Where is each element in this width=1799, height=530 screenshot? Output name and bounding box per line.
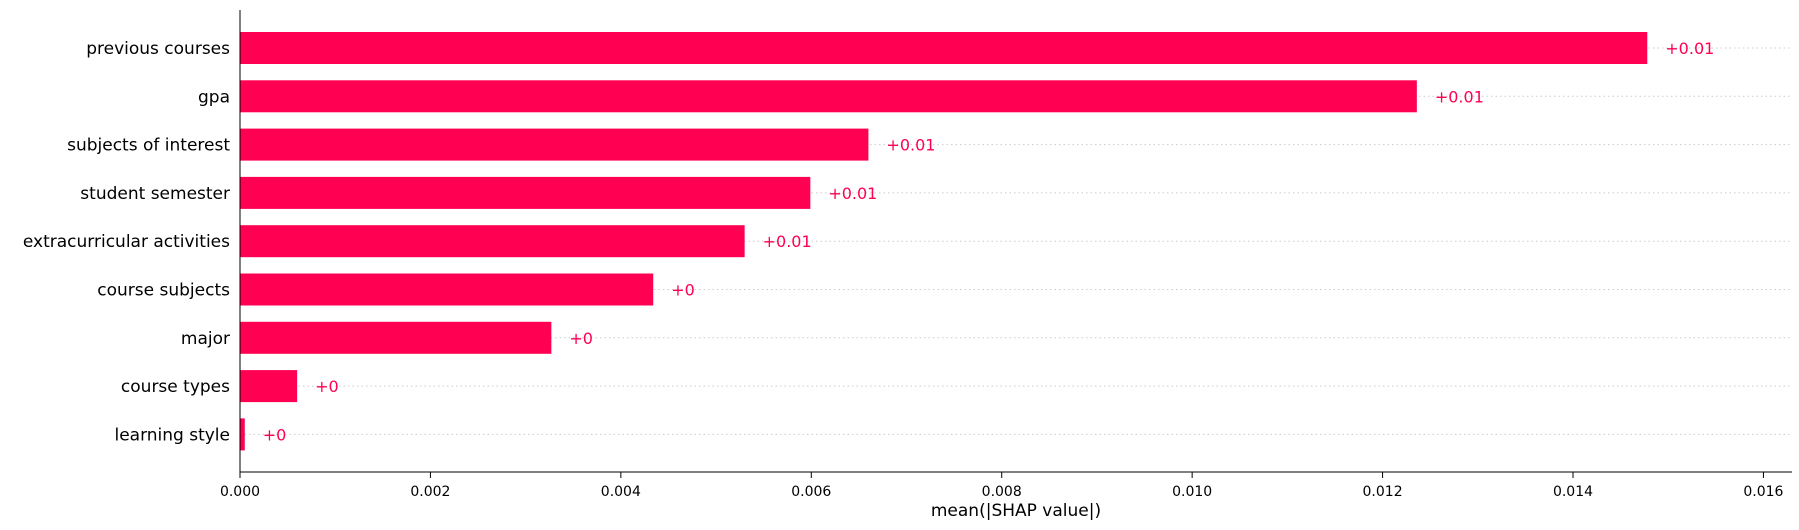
- bar-value-label: +0.01: [828, 184, 877, 203]
- bar: [240, 274, 653, 306]
- bar-value-label: +0.01: [886, 136, 935, 155]
- bar: [240, 129, 868, 161]
- category-label: learning style: [114, 425, 230, 445]
- bar-value-label: +0.01: [763, 232, 812, 251]
- x-tick-label: 0.004: [601, 484, 641, 500]
- category-labels: previous courses gpa subjects of interest s…: [23, 39, 230, 445]
- category-label: major: [181, 329, 230, 349]
- category-label: gpa: [198, 87, 230, 107]
- bar-value-label: +0.01: [1665, 39, 1714, 58]
- x-axis-ticks: 0.000 0.002 0.004 0.006 0.008 0.010 0.012 0.014…: [220, 472, 1784, 500]
- x-axis-title: mean(|SHAP value|): [931, 501, 1101, 521]
- bar: [240, 322, 551, 354]
- bar: [240, 370, 297, 402]
- bar: [240, 32, 1647, 64]
- bar: [240, 225, 745, 257]
- category-label: extracurricular activities: [23, 232, 230, 252]
- x-tick-label: 0.008: [982, 484, 1022, 500]
- category-label: subjects of interest: [67, 136, 230, 156]
- x-tick-label: 0.006: [791, 484, 831, 500]
- x-tick-label: 0.002: [410, 484, 450, 500]
- bar-value-label: +0: [315, 377, 339, 396]
- bar: [240, 80, 1417, 112]
- category-label: course subjects: [97, 281, 230, 301]
- category-label: course types: [121, 377, 230, 397]
- category-label: previous courses: [86, 39, 230, 59]
- bar: [240, 177, 810, 209]
- x-tick-label: 0.000: [220, 484, 260, 500]
- x-tick-label: 0.014: [1553, 484, 1593, 500]
- bar-value-label: +0.01: [1435, 87, 1484, 106]
- x-tick-label: 0.012: [1363, 484, 1403, 500]
- bar-value-label: +0: [569, 329, 593, 348]
- bar: [240, 418, 245, 450]
- bar-value-label: +0: [671, 281, 695, 300]
- x-tick-label: 0.016: [1743, 484, 1783, 500]
- x-tick-label: 0.010: [1172, 484, 1212, 500]
- category-label: student semester: [80, 184, 230, 204]
- bar-value-label: +0: [263, 425, 287, 444]
